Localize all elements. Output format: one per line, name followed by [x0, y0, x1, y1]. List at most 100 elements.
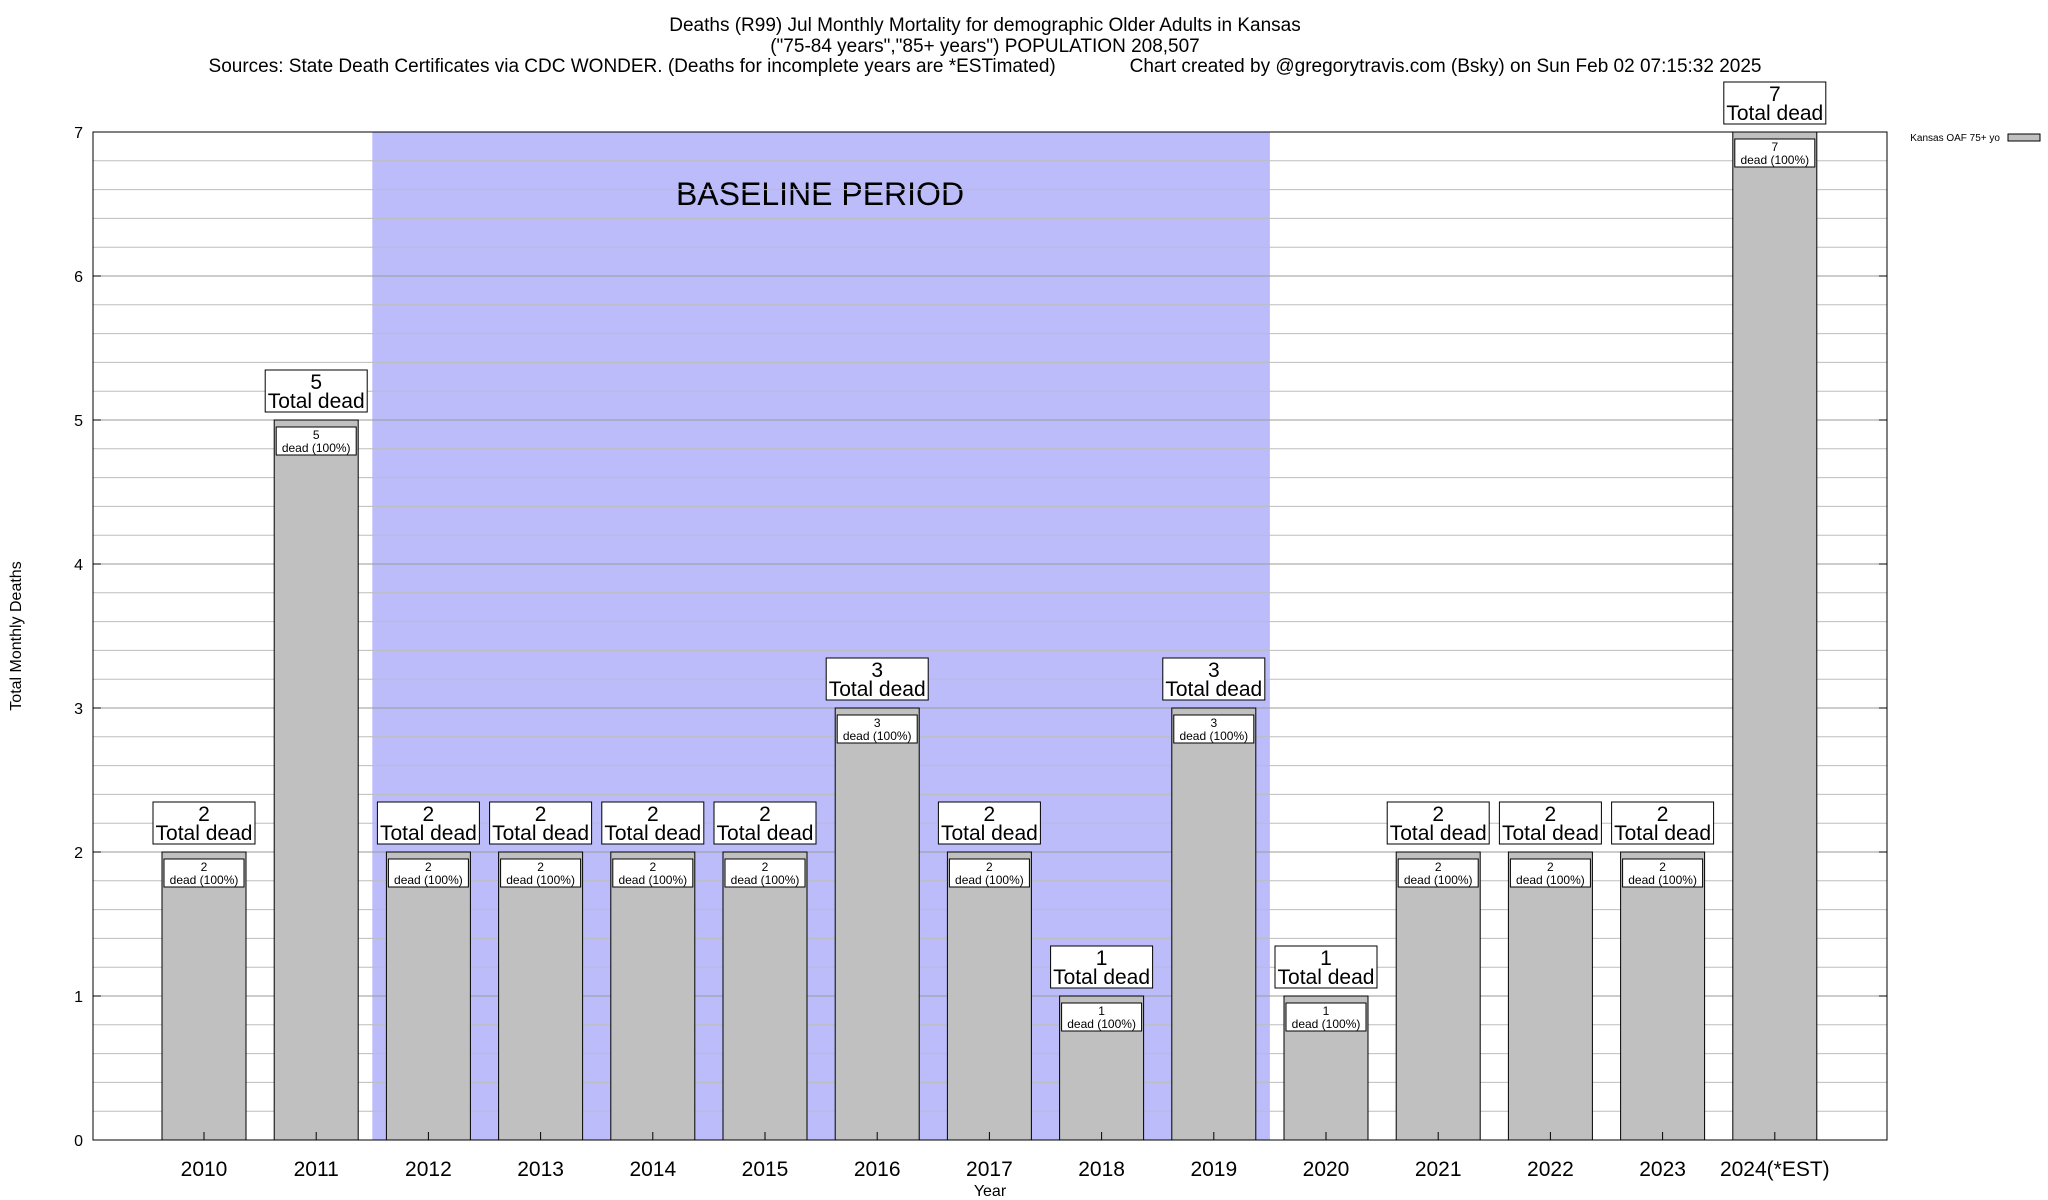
bar-total-label-box: [264, 369, 368, 413]
bar-total-value: 3: [871, 659, 883, 682]
x-tick-label: 2020: [1303, 1158, 1350, 1181]
x-tick-label: 2014: [629, 1158, 676, 1181]
chart-title-line: ("75-84 years","85+ years") POPULATION 2…: [770, 36, 1200, 57]
bar-inner-label: dead (100%): [282, 441, 351, 455]
bar-total-label: Total dead: [1614, 822, 1711, 845]
bar-inner-value: 2: [1659, 860, 1666, 874]
x-tick-label: 2023: [1639, 1158, 1686, 1181]
bar-total-value: 2: [423, 803, 435, 826]
bar-inner-label-box: [724, 858, 806, 888]
x-tick-label: 2015: [742, 1158, 789, 1181]
x-tick-label: 2019: [1190, 1158, 1237, 1181]
bar-total-label-box: [1611, 801, 1715, 845]
bar: [722, 851, 808, 1141]
bar-inner-label: dead (100%): [955, 873, 1024, 887]
bar-inner-value: 2: [762, 860, 769, 874]
y-tick-label: 6: [74, 269, 83, 286]
bar-total-label-box: [713, 801, 817, 845]
bar-inner-value: 5: [313, 428, 320, 442]
bar-inner-label: dead (100%): [394, 873, 463, 887]
bar-inner-value: 2: [1435, 860, 1442, 874]
bar-inner-label-box: [948, 858, 1030, 888]
bar-inner-value: 2: [649, 860, 656, 874]
bar-inner-label-box: [1173, 714, 1255, 744]
bar-total-label: Total dead: [604, 822, 701, 845]
x-tick-label: 2011: [294, 1158, 339, 1181]
bar-inner-label: dead (100%): [843, 729, 912, 743]
bar: [834, 707, 920, 1141]
bar-total-value: 2: [759, 803, 771, 826]
x-tick-label: 2010: [181, 1158, 228, 1181]
bar-inner-value: 2: [986, 860, 993, 874]
bar-total-label-box: [489, 801, 593, 845]
bar: [161, 851, 247, 1141]
bar-inner-label-box: [1285, 1002, 1367, 1032]
bar-total-label: Total dead: [1278, 966, 1375, 989]
bar-total-label-box: [152, 801, 256, 845]
bar-inner-label: dead (100%): [618, 873, 687, 887]
bar-total-label-box: [601, 801, 705, 845]
bar-total-value: 1: [1096, 947, 1108, 970]
bar-total-label: Total dead: [156, 822, 253, 845]
y-tick-label: 2: [74, 845, 83, 862]
bar-inner-value: 2: [201, 860, 208, 874]
bar-total-label: Total dead: [1726, 102, 1823, 125]
bar-total-label-box: [376, 801, 480, 845]
bar-total-label-box: [937, 801, 1041, 845]
bar-total-value: 2: [1432, 803, 1444, 826]
bar: [498, 851, 584, 1141]
bar-inner-label: dead (100%): [1179, 729, 1248, 743]
bar-total-label: Total dead: [829, 678, 926, 701]
bar-total-value: 2: [535, 803, 547, 826]
bar-inner-label: dead (100%): [506, 873, 575, 887]
bar-total-label: Total dead: [1165, 678, 1262, 701]
y-tick-label: 5: [74, 413, 83, 430]
bar-total-label-box: [1274, 945, 1378, 989]
bar-total-value: 2: [647, 803, 659, 826]
y-tick-label: 0: [74, 1133, 83, 1150]
x-tick-label: 2013: [517, 1158, 564, 1181]
bar-inner-label: dead (100%): [170, 873, 239, 887]
bar-inner-label: dead (100%): [1740, 153, 1809, 167]
bar-total-value: 5: [310, 371, 322, 394]
bar-inner-label: dead (100%): [1404, 873, 1473, 887]
bar: [1507, 851, 1593, 1141]
bar: [1395, 851, 1481, 1141]
legend-swatch: [2007, 133, 2041, 142]
bar-inner-label: dead (100%): [1292, 1017, 1361, 1031]
x-tick-label: 2017: [966, 1158, 1013, 1181]
y-axis-title: Total Monthly Deaths: [8, 561, 25, 710]
baseline-label: BASELINE PERIOD: [676, 176, 964, 212]
bar-inner-label-box: [1061, 1002, 1143, 1032]
bar-inner-label: dead (100%): [731, 873, 800, 887]
bar-total-label: Total dead: [492, 822, 589, 845]
bar-inner-value: 1: [1098, 1004, 1105, 1018]
bar-inner-value: 2: [425, 860, 432, 874]
bar-inner-label-box: [275, 426, 357, 456]
bar-total-label-box: [1050, 945, 1154, 989]
bar-inner-label-box: [612, 858, 694, 888]
bar-inner-label: dead (100%): [1628, 873, 1697, 887]
chart-title-line: Deaths (R99) Jul Monthly Mortality for d…: [669, 15, 1301, 36]
legend-label: Kansas OAF 75+ yo: [1910, 133, 2000, 144]
bar-total-label-box: [1386, 801, 1490, 845]
bar-inner-value: 3: [1210, 716, 1217, 730]
bar-total-label-box: [825, 657, 929, 701]
x-tick-label: 2021: [1415, 1158, 1462, 1181]
bar-total-value: 2: [198, 803, 210, 826]
legend: Kansas OAF 75+ yo: [1910, 133, 2041, 144]
bar-inner-value: 1: [1323, 1004, 1330, 1018]
x-tick-label: 2016: [854, 1158, 901, 1181]
bar-total-label-box: [1723, 81, 1827, 125]
bar-total-label: Total dead: [1390, 822, 1487, 845]
bar: [1171, 707, 1257, 1141]
bar-inner-label-box: [1509, 858, 1591, 888]
bar-inner-label-box: [836, 714, 918, 744]
bar-inner-value: 2: [537, 860, 544, 874]
bar-total-value: 3: [1208, 659, 1220, 682]
bar-total-label: Total dead: [717, 822, 814, 845]
bar-total-label: Total dead: [1502, 822, 1599, 845]
x-tick-label: 2018: [1078, 1158, 1125, 1181]
x-tick-label: 2012: [405, 1158, 452, 1181]
